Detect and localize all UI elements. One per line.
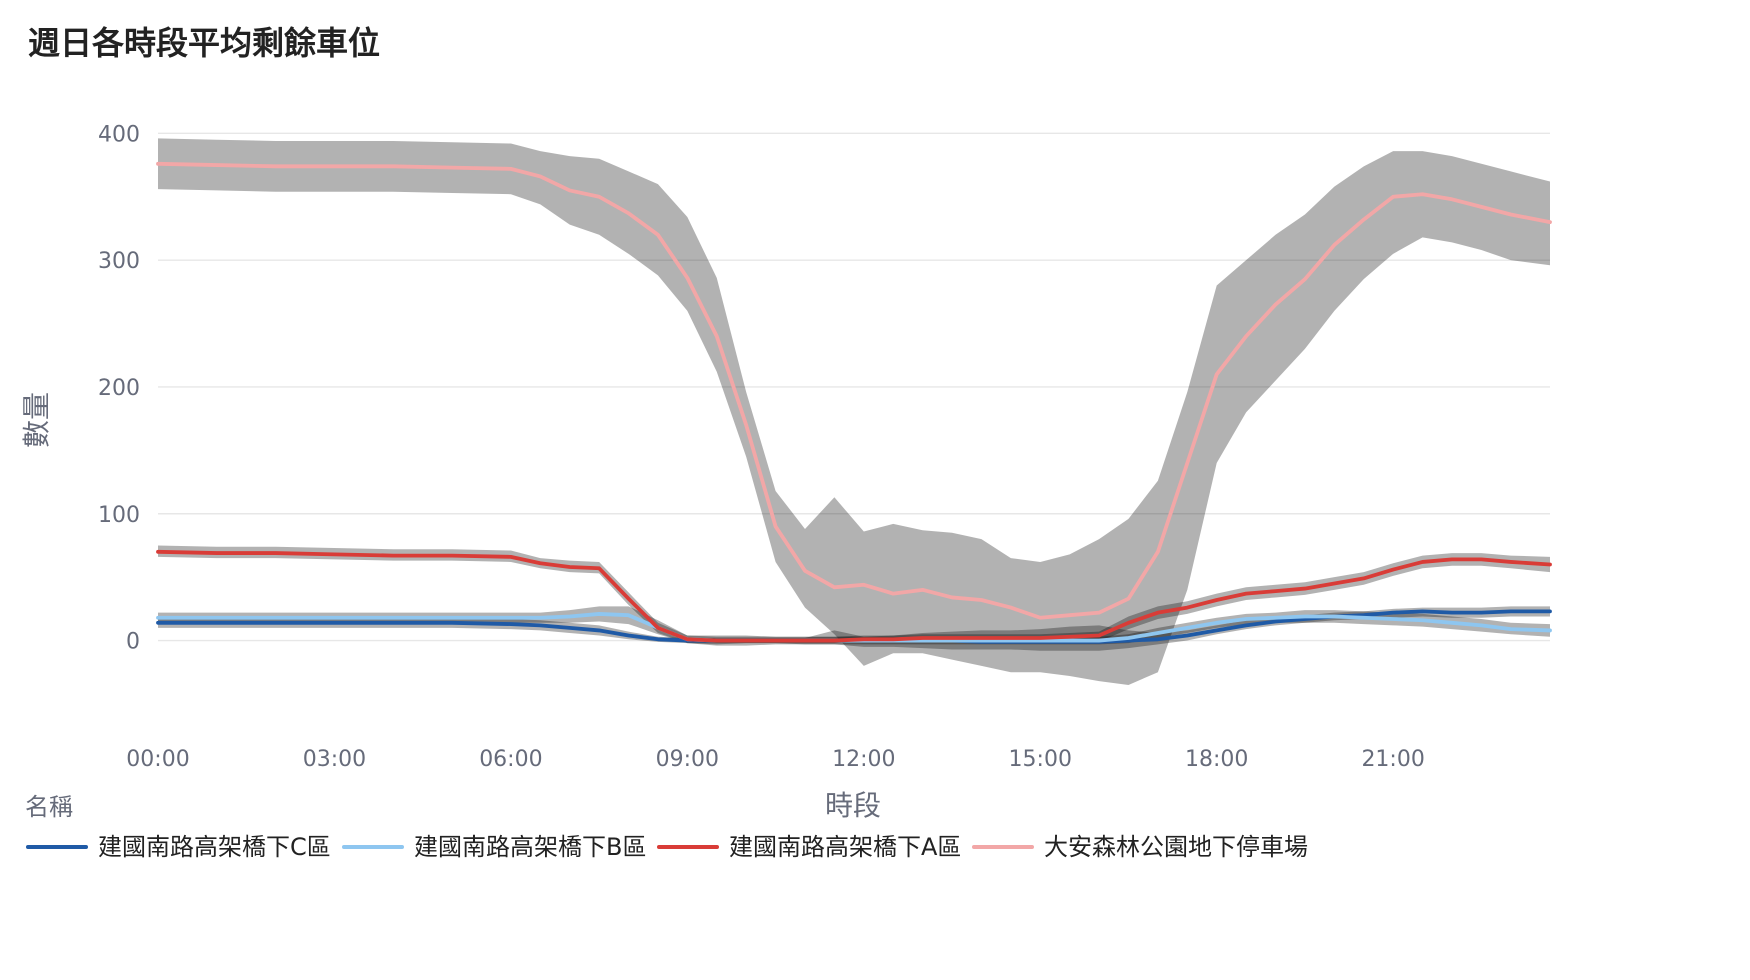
x-axis-label: 時段 — [825, 789, 881, 822]
y-tick-layer: 0 100 200 300 400 — [98, 122, 140, 654]
x-tick-label-6: 18:00 — [1185, 747, 1248, 772]
y-tick-label-3: 300 — [98, 249, 140, 274]
y-tick-label-4: 400 — [98, 122, 140, 147]
x-tick-layer: 00:00 03:00 06:00 09:00 12:00 15:00 18:00 21:00 — [126, 747, 1425, 772]
chart-title: 週日各時段平均剩餘車位 — [28, 24, 380, 62]
legend-layer: 建國南路高架橋下C區 建國南路高架橋下B區 建國南路高架橋下A區 大安森林公園地下停車… — [26, 833, 1308, 861]
legend-label-1: 建國南路高架橋下B區 — [414, 833, 646, 861]
series-band-3 — [158, 138, 1550, 685]
grid-layer — [158, 132, 1550, 642]
x-tick-label-2: 06:00 — [479, 747, 542, 772]
y-axis-label: 數量 — [20, 392, 53, 448]
band-layer — [158, 138, 1550, 685]
x-tick-label-0: 00:00 — [126, 747, 189, 772]
legend-title: 名稱 — [25, 793, 73, 821]
series-line-3 — [156, 161, 1552, 620]
series-line-1 — [156, 612, 1552, 643]
y-tick-label-1: 100 — [98, 503, 140, 528]
x-tick-label-4: 12:00 — [832, 747, 895, 772]
legend-label-2: 建國南路高架橋下A區 — [729, 833, 961, 861]
y-tick-label-2: 200 — [98, 376, 140, 401]
legend-label-3: 大安森林公園地下停車場 — [1044, 833, 1308, 861]
x-tick-label-5: 15:00 — [1009, 747, 1072, 772]
x-tick-label-7: 21:00 — [1361, 747, 1424, 772]
y-tick-label-0: 0 — [126, 630, 140, 655]
x-tick-label-1: 03:00 — [303, 747, 366, 772]
x-tick-label-3: 09:00 — [656, 747, 719, 772]
line-layer — [156, 161, 1552, 644]
legend-label-0: 建國南路高架橋下C區 — [98, 833, 331, 861]
series-line-2 — [156, 549, 1552, 643]
